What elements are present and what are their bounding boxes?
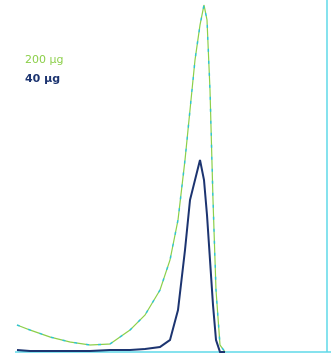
legend-label: 200 µg <box>25 53 63 66</box>
series-line-accent <box>16 4 226 353</box>
legend-label: 40 µg <box>25 72 60 85</box>
series-line <box>16 159 225 353</box>
